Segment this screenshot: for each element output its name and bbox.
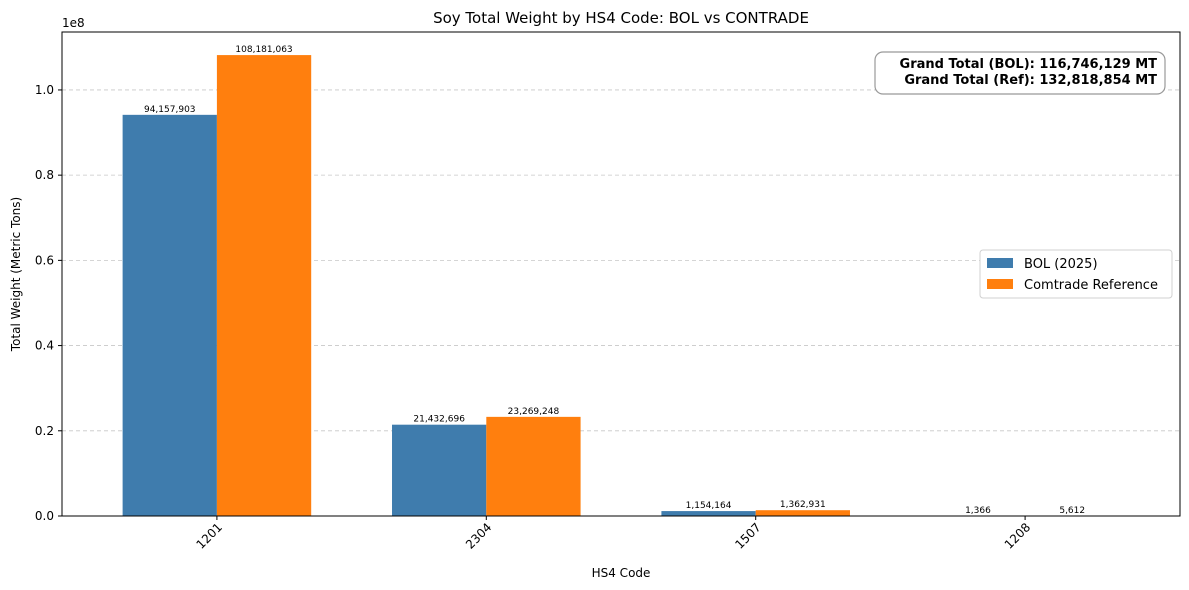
legend-swatch-ref (987, 279, 1013, 289)
bar (486, 416, 581, 516)
bar-value-label: 108,181,063 (235, 45, 292, 55)
legend-label-bol: BOL (2025) (1024, 257, 1098, 272)
y-tick-label: 1.0 (35, 83, 54, 97)
plot-frame (61, 31, 1181, 517)
bar (661, 511, 756, 516)
x-tick-label: 1208 (1002, 520, 1033, 551)
bar-value-label: 23,269,248 (508, 407, 560, 417)
bar-value-label: 1,362,931 (780, 500, 826, 510)
legend-label-ref: Comtrade Reference (1024, 278, 1158, 293)
bars (122, 55, 1120, 517)
y-axis-label: Total Weight (Metric Tons) (9, 197, 23, 352)
bar-value-label: 5,612 (1059, 506, 1085, 516)
bar (216, 55, 312, 517)
x-tick-label: 2304 (463, 520, 494, 551)
grand-total-box: Grand Total (BOL): 116,746,129 MT Grand … (874, 51, 1166, 95)
grand-total-bol: Grand Total (BOL): 116,746,129 MT (900, 57, 1158, 72)
bar-value-label: 21,432,696 (413, 415, 465, 425)
y-ticks: 0.0 0.2 0.4 0.6 0.8 1.0 (35, 83, 62, 523)
legend-swatch-bol (987, 258, 1013, 268)
grand-total-ref: Grand Total (Ref): 132,818,854 MT (904, 73, 1157, 88)
bar-value-label: 94,157,903 (144, 105, 196, 115)
y-tick-label: 0.2 (35, 424, 54, 438)
x-tick-label: 1201 (194, 520, 225, 551)
y-scale-label: 1e8 (62, 16, 85, 30)
y-tick-label: 0.6 (35, 253, 54, 267)
chart-title: Soy Total Weight by HS4 Code: BOL vs CON… (433, 9, 809, 27)
x-tick-label: 1507 (732, 520, 763, 551)
legend: BOL (2025) Comtrade Reference (979, 249, 1173, 299)
bar (755, 510, 850, 516)
data-labels: 94,157,903 108,181,063 21,432,696 23,269,24… (144, 45, 1085, 516)
bar (122, 114, 217, 516)
bar-value-label: 1,154,164 (686, 501, 732, 511)
bar-value-label: 1,366 (965, 506, 991, 516)
y-tick-label: 0.4 (35, 339, 54, 353)
y-tick-label: 0.0 (35, 509, 54, 523)
x-ticks: 1201 2304 1507 1208 (194, 516, 1033, 552)
y-tick-label: 0.8 (35, 168, 54, 182)
x-axis-label: HS4 Code (592, 566, 651, 580)
bar (392, 424, 487, 516)
